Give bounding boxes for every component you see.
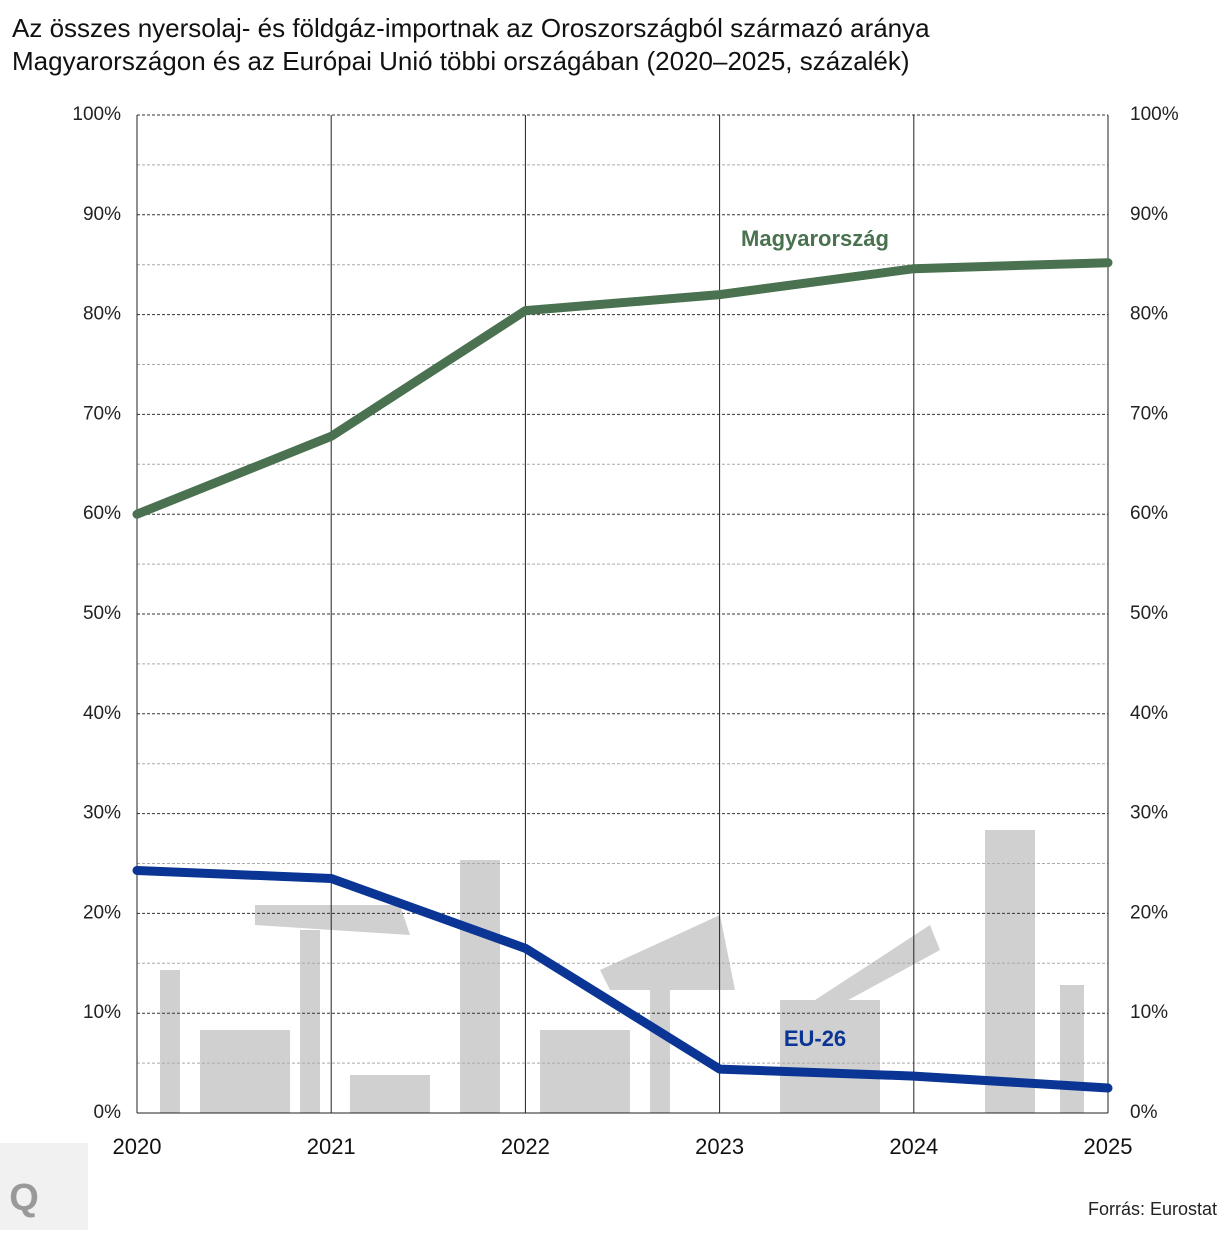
x-tick-label: 2024	[889, 1134, 938, 1159]
x-tick-label: 2021	[307, 1134, 356, 1159]
y-tick-label: 50%	[83, 603, 121, 624]
y2-tick-label: 100%	[1130, 104, 1179, 125]
y2-tick-label: 10%	[1130, 1002, 1168, 1023]
x-tick-label: 2023	[695, 1134, 744, 1159]
y-tick-label: 40%	[83, 703, 121, 724]
y-tick-label: 10%	[83, 1002, 121, 1023]
chart-title: Magyarországon és az Európai Unió többi …	[12, 46, 910, 76]
y2-tick-label: 90%	[1130, 204, 1168, 225]
series-line	[132, 258, 1113, 519]
series-label: EU-26	[784, 1026, 846, 1051]
y-tick-label: 20%	[83, 902, 121, 923]
y-tick-label: 100%	[72, 104, 121, 125]
x-tick-label: 2020	[113, 1134, 162, 1159]
series-line	[132, 865, 1113, 1093]
x-tick-label: 2025	[1084, 1134, 1133, 1159]
y2-tick-label: 60%	[1130, 503, 1168, 524]
source: Forrás: Eurostat	[1088, 1199, 1217, 1219]
y-tick-label: 70%	[83, 403, 121, 424]
y2-tick-label: 50%	[1130, 603, 1168, 624]
y2-tick-label: 40%	[1130, 703, 1168, 724]
y2-tick-label: 70%	[1130, 403, 1168, 424]
y-tick-label: 60%	[83, 503, 121, 524]
y-tick-label: 90%	[83, 204, 121, 225]
chart-title: Az összes nyersolaj- és földgáz-importna…	[12, 13, 930, 43]
y-tick-label: 80%	[83, 304, 121, 325]
logo-bg	[0, 1143, 88, 1230]
series-label: Magyarország	[741, 226, 889, 251]
x-tick-label: 2022	[501, 1134, 550, 1159]
y2-tick-label: 0%	[1130, 1102, 1158, 1123]
y2-tick-label: 20%	[1130, 902, 1168, 923]
logo: Q	[9, 1177, 39, 1219]
y2-tick-label: 30%	[1130, 803, 1168, 824]
decoration	[160, 830, 1084, 1113]
y2-tick-label: 80%	[1130, 304, 1168, 325]
y-tick-label: 30%	[83, 803, 121, 824]
y-tick-label: 0%	[94, 1102, 122, 1123]
